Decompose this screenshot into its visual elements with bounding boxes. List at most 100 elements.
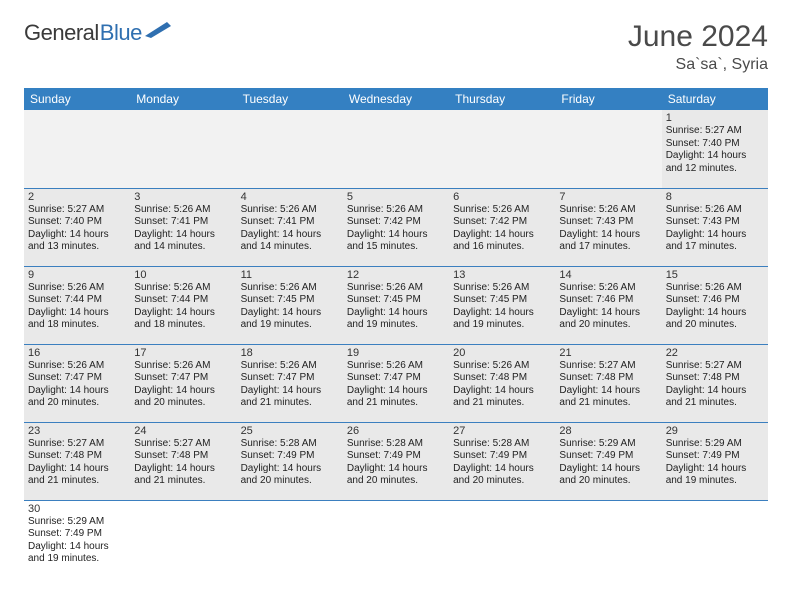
calendar-cell [237,110,343,188]
calendar-cell: 3Sunrise: 5:26 AMSunset: 7:41 PMDaylight… [130,188,236,266]
weekday-header: Wednesday [343,88,449,110]
day-number: 27 [453,425,551,437]
daylight-line: Daylight: 14 hours and 19 minutes. [241,307,339,332]
sunrise-line: Sunrise: 5:28 AM [453,438,551,451]
day-number: 16 [28,347,126,359]
calendar-cell: 22Sunrise: 5:27 AMSunset: 7:48 PMDayligh… [662,344,768,422]
sunrise-line: Sunrise: 5:26 AM [453,360,551,373]
calendar-cell: 19Sunrise: 5:26 AMSunset: 7:47 PMDayligh… [343,344,449,422]
sunrise-line: Sunrise: 5:26 AM [134,282,232,295]
calendar-cell: 17Sunrise: 5:26 AMSunset: 7:47 PMDayligh… [130,344,236,422]
daylight-line: Daylight: 14 hours and 14 minutes. [134,229,232,254]
daylight-line: Daylight: 14 hours and 14 minutes. [241,229,339,254]
day-number: 5 [347,191,445,203]
day-number: 12 [347,269,445,281]
day-number: 9 [28,269,126,281]
calendar-cell [237,500,343,578]
day-number: 3 [134,191,232,203]
daylight-line: Daylight: 14 hours and 20 minutes. [559,463,657,488]
day-number: 28 [559,425,657,437]
calendar-cell: 27Sunrise: 5:28 AMSunset: 7:49 PMDayligh… [449,422,555,500]
sunrise-line: Sunrise: 5:26 AM [559,282,657,295]
page-header: GeneralBlue June 2024 Sa`sa`, Syria [24,20,768,74]
sunset-line: Sunset: 7:48 PM [666,372,764,385]
daylight-line: Daylight: 14 hours and 15 minutes. [347,229,445,254]
sunset-line: Sunset: 7:49 PM [559,450,657,463]
sunrise-line: Sunrise: 5:26 AM [453,282,551,295]
day-number: 1 [666,112,764,124]
sunrise-line: Sunrise: 5:29 AM [666,438,764,451]
daylight-line: Daylight: 14 hours and 20 minutes. [347,463,445,488]
daylight-line: Daylight: 14 hours and 21 minutes. [453,385,551,410]
sunset-line: Sunset: 7:42 PM [453,216,551,229]
sunset-line: Sunset: 7:47 PM [347,372,445,385]
sunrise-line: Sunrise: 5:26 AM [347,282,445,295]
calendar-cell: 28Sunrise: 5:29 AMSunset: 7:49 PMDayligh… [555,422,661,500]
sunset-line: Sunset: 7:41 PM [241,216,339,229]
daylight-line: Daylight: 14 hours and 21 minutes. [134,463,232,488]
daylight-line: Daylight: 14 hours and 20 minutes. [666,307,764,332]
day-number: 17 [134,347,232,359]
calendar-cell: 2Sunrise: 5:27 AMSunset: 7:40 PMDaylight… [24,188,130,266]
day-number: 26 [347,425,445,437]
calendar-cell: 29Sunrise: 5:29 AMSunset: 7:49 PMDayligh… [662,422,768,500]
sunset-line: Sunset: 7:49 PM [241,450,339,463]
logo-text-blue: Blue [100,20,142,46]
day-number: 14 [559,269,657,281]
day-number: 30 [28,503,126,515]
calendar-cell: 8Sunrise: 5:26 AMSunset: 7:43 PMDaylight… [662,188,768,266]
sunset-line: Sunset: 7:46 PM [559,294,657,307]
calendar-cell: 11Sunrise: 5:26 AMSunset: 7:45 PMDayligh… [237,266,343,344]
calendar-cell: 12Sunrise: 5:26 AMSunset: 7:45 PMDayligh… [343,266,449,344]
day-number: 24 [134,425,232,437]
sunrise-line: Sunrise: 5:26 AM [28,360,126,373]
sunset-line: Sunset: 7:42 PM [347,216,445,229]
calendar-cell: 16Sunrise: 5:26 AMSunset: 7:47 PMDayligh… [24,344,130,422]
daylight-line: Daylight: 14 hours and 18 minutes. [134,307,232,332]
day-number: 19 [347,347,445,359]
calendar-cell: 15Sunrise: 5:26 AMSunset: 7:46 PMDayligh… [662,266,768,344]
sunrise-line: Sunrise: 5:27 AM [28,438,126,451]
daylight-line: Daylight: 14 hours and 21 minutes. [559,385,657,410]
day-number: 23 [28,425,126,437]
daylight-line: Daylight: 14 hours and 13 minutes. [28,229,126,254]
sunset-line: Sunset: 7:41 PM [134,216,232,229]
calendar-cell: 13Sunrise: 5:26 AMSunset: 7:45 PMDayligh… [449,266,555,344]
month-title: June 2024 [628,20,768,54]
calendar-cell [130,110,236,188]
sunset-line: Sunset: 7:48 PM [559,372,657,385]
day-number: 10 [134,269,232,281]
calendar-cell: 23Sunrise: 5:27 AMSunset: 7:48 PMDayligh… [24,422,130,500]
sunrise-line: Sunrise: 5:26 AM [347,204,445,217]
weekday-header: Thursday [449,88,555,110]
daylight-line: Daylight: 14 hours and 19 minutes. [666,463,764,488]
calendar-cell [555,500,661,578]
weekday-header: Saturday [662,88,768,110]
sunset-line: Sunset: 7:47 PM [134,372,232,385]
daylight-line: Daylight: 14 hours and 12 minutes. [666,150,764,175]
calendar-cell: 30Sunrise: 5:29 AMSunset: 7:49 PMDayligh… [24,500,130,578]
sunset-line: Sunset: 7:45 PM [453,294,551,307]
calendar-cell [555,110,661,188]
calendar-cell: 1Sunrise: 5:27 AMSunset: 7:40 PMDaylight… [662,110,768,188]
daylight-line: Daylight: 14 hours and 17 minutes. [559,229,657,254]
sunrise-line: Sunrise: 5:28 AM [347,438,445,451]
sunset-line: Sunset: 7:44 PM [28,294,126,307]
sunrise-line: Sunrise: 5:26 AM [134,204,232,217]
daylight-line: Daylight: 14 hours and 21 minutes. [241,385,339,410]
daylight-line: Daylight: 14 hours and 16 minutes. [453,229,551,254]
calendar-table: SundayMondayTuesdayWednesdayThursdayFrid… [24,88,768,578]
calendar-cell: 24Sunrise: 5:27 AMSunset: 7:48 PMDayligh… [130,422,236,500]
daylight-line: Daylight: 14 hours and 19 minutes. [453,307,551,332]
day-number: 25 [241,425,339,437]
daylight-line: Daylight: 14 hours and 17 minutes. [666,229,764,254]
daylight-line: Daylight: 14 hours and 20 minutes. [453,463,551,488]
day-number: 20 [453,347,551,359]
calendar-cell: 6Sunrise: 5:26 AMSunset: 7:42 PMDaylight… [449,188,555,266]
daylight-line: Daylight: 14 hours and 19 minutes. [28,541,126,566]
calendar-cell: 5Sunrise: 5:26 AMSunset: 7:42 PMDaylight… [343,188,449,266]
logo-text-general: General [24,20,99,46]
logo: GeneralBlue [24,20,171,46]
sunrise-line: Sunrise: 5:26 AM [559,204,657,217]
calendar-cell [130,500,236,578]
